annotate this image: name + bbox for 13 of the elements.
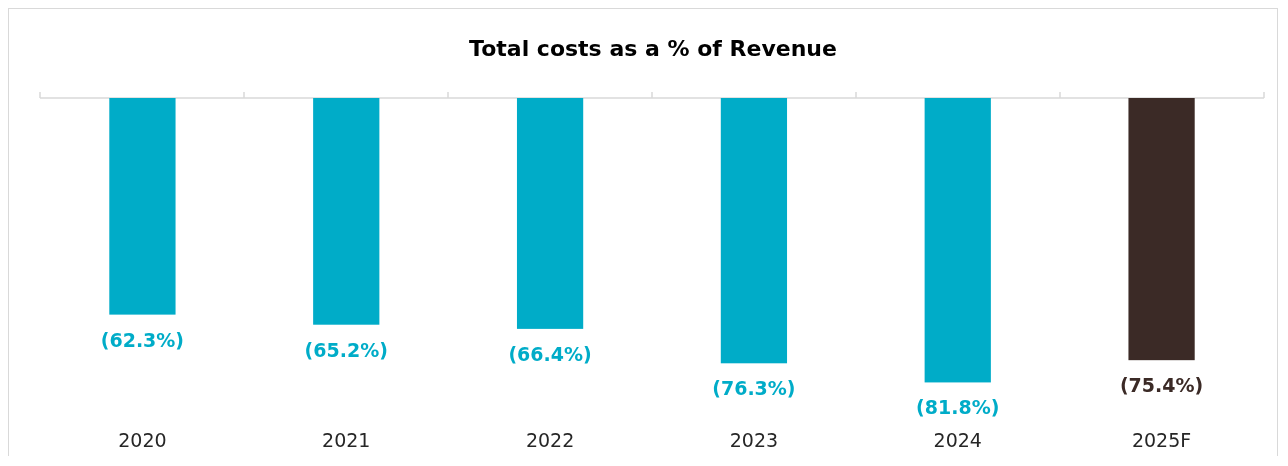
data-label: (76.3%) (712, 377, 796, 400)
data-label: (75.4%) (1119, 374, 1204, 397)
x-tick-label: 2021 (322, 429, 371, 451)
data-label: (81.8%) (916, 396, 1000, 419)
chart-title: Total costs as a % of Revenue (469, 36, 837, 61)
x-tick-label: 2022 (525, 429, 575, 451)
x-tick-label: 2024 (933, 429, 982, 451)
x-tick-label: 2020 (118, 429, 167, 451)
data-label: (65.2%) (304, 338, 388, 361)
x-tick-label: 2025F (1131, 429, 1192, 451)
data-label: (62.3%) (100, 328, 185, 351)
x-tick-label: 2023 (729, 429, 779, 451)
data-label: (66.4%) (508, 342, 592, 365)
